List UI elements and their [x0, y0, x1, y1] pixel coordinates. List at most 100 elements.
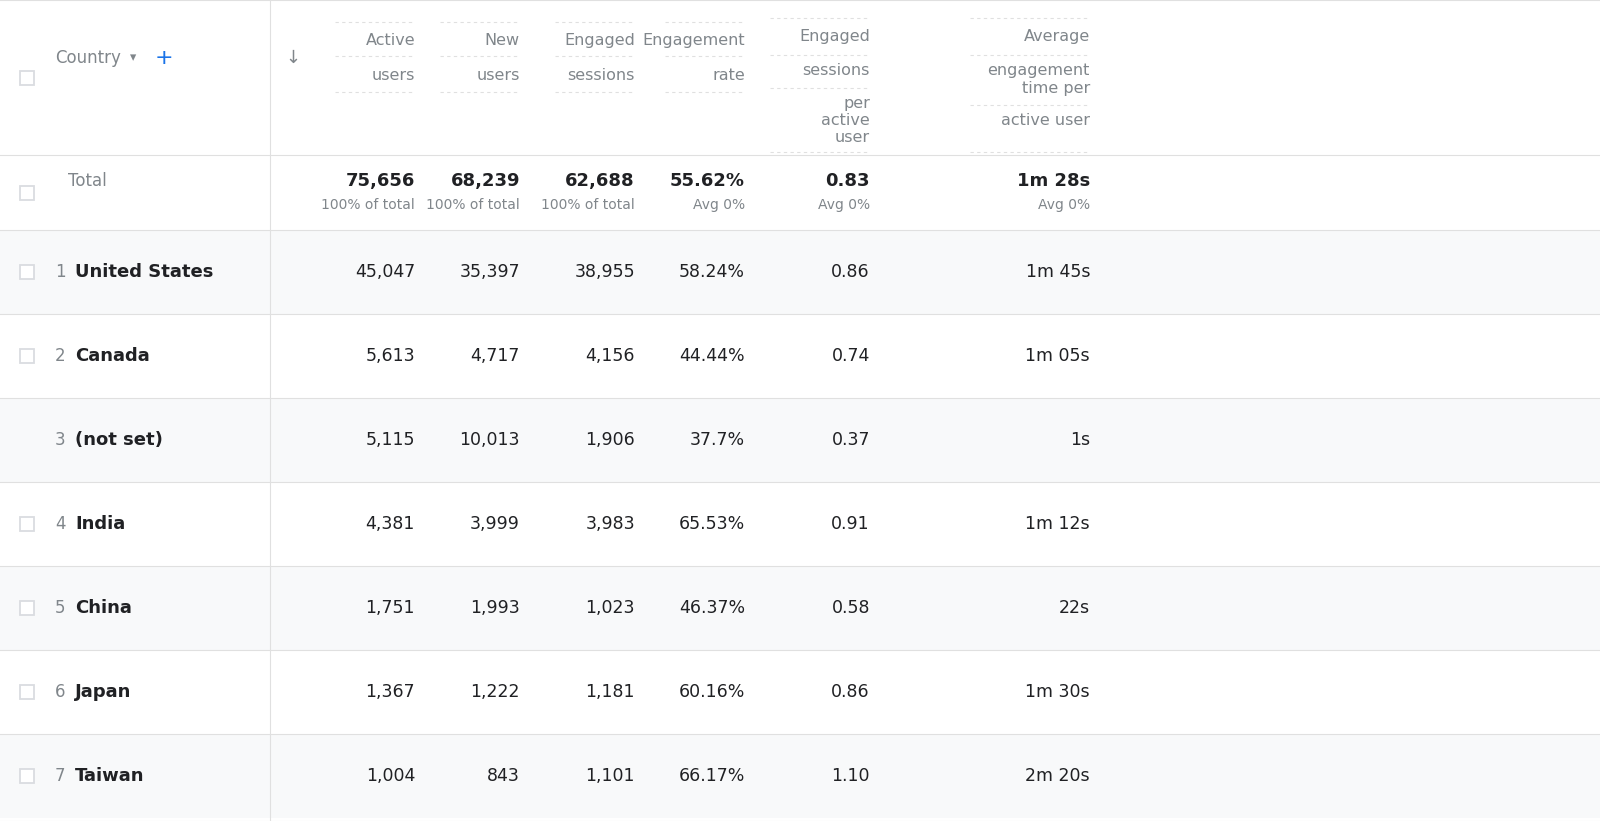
Text: 0.83: 0.83: [826, 172, 870, 190]
Bar: [0, 482, 1600, 566]
Text: 45,047: 45,047: [355, 263, 414, 281]
Text: users: users: [477, 67, 520, 82]
Text: 6: 6: [54, 683, 66, 701]
Text: 1,222: 1,222: [470, 683, 520, 701]
Text: 2: 2: [54, 347, 66, 365]
Text: sessions: sessions: [803, 62, 870, 77]
Text: engagement: engagement: [987, 62, 1090, 77]
Text: 0.74: 0.74: [832, 347, 870, 365]
Text: 4,156: 4,156: [586, 347, 635, 365]
Text: 60.16%: 60.16%: [678, 683, 746, 701]
Text: ↓: ↓: [285, 48, 301, 67]
Text: 1s: 1s: [1070, 431, 1090, 449]
Text: 35,397: 35,397: [459, 263, 520, 281]
Text: 5,613: 5,613: [365, 347, 414, 365]
Text: 1m 28s: 1m 28s: [1016, 172, 1090, 190]
Text: 55.62%: 55.62%: [670, 172, 746, 190]
Text: rate: rate: [712, 67, 746, 82]
Text: 1,181: 1,181: [586, 683, 635, 701]
Text: 46.37%: 46.37%: [678, 599, 746, 617]
Text: 1,004: 1,004: [366, 767, 414, 785]
Text: active user: active user: [1002, 112, 1090, 127]
Text: 66.17%: 66.17%: [678, 767, 746, 785]
Bar: [19, 517, 34, 531]
Text: 3,999: 3,999: [470, 515, 520, 533]
Text: 1m 12s: 1m 12s: [1026, 515, 1090, 533]
Bar: [19, 265, 34, 279]
Text: 0.58: 0.58: [832, 599, 870, 617]
Text: 1,023: 1,023: [586, 599, 635, 617]
Text: Engaged: Engaged: [565, 33, 635, 48]
Text: sessions: sessions: [568, 67, 635, 82]
Bar: [0, 155, 1600, 230]
Text: 1,906: 1,906: [586, 431, 635, 449]
Text: 0.91: 0.91: [832, 515, 870, 533]
Text: 1,101: 1,101: [586, 767, 635, 785]
Text: ▾: ▾: [130, 51, 136, 64]
Text: 65.53%: 65.53%: [678, 515, 746, 533]
Bar: [0, 230, 1600, 314]
Text: Country: Country: [54, 48, 122, 67]
Text: 44.44%: 44.44%: [680, 347, 746, 365]
Text: time per: time per: [1022, 80, 1090, 95]
Text: 1,367: 1,367: [365, 683, 414, 701]
Text: user: user: [835, 130, 870, 144]
Text: 1.10: 1.10: [832, 767, 870, 785]
Text: 5,115: 5,115: [365, 431, 414, 449]
Text: 1,993: 1,993: [470, 599, 520, 617]
Text: 62,688: 62,688: [565, 172, 635, 190]
Text: users: users: [371, 67, 414, 82]
Text: 58.24%: 58.24%: [678, 263, 746, 281]
Text: 1m 05s: 1m 05s: [1026, 347, 1090, 365]
Text: Average: Average: [1024, 29, 1090, 44]
Text: 4,717: 4,717: [470, 347, 520, 365]
Text: 68,239: 68,239: [451, 172, 520, 190]
Text: 7: 7: [54, 767, 66, 785]
Text: 0.86: 0.86: [832, 683, 870, 701]
Text: 3: 3: [54, 431, 66, 449]
Text: 10,013: 10,013: [459, 431, 520, 449]
Bar: [19, 685, 34, 699]
Text: 1: 1: [54, 263, 66, 281]
Text: 4: 4: [54, 515, 66, 533]
Text: Taiwan: Taiwan: [75, 767, 144, 785]
Text: 1,751: 1,751: [365, 599, 414, 617]
Text: 37.7%: 37.7%: [690, 431, 746, 449]
Text: 3,983: 3,983: [586, 515, 635, 533]
Text: Avg 0%: Avg 0%: [1038, 198, 1090, 212]
Text: (not set): (not set): [75, 431, 163, 449]
Text: China: China: [75, 599, 131, 617]
Text: 75,656: 75,656: [346, 172, 414, 190]
Bar: [0, 314, 1600, 398]
Text: New: New: [485, 33, 520, 48]
Text: per: per: [843, 95, 870, 111]
Bar: [0, 398, 1600, 482]
Text: 0.37: 0.37: [832, 431, 870, 449]
Bar: [19, 769, 34, 783]
Text: Avg 0%: Avg 0%: [693, 198, 746, 212]
Text: 100% of total: 100% of total: [322, 198, 414, 212]
Text: +: +: [155, 48, 174, 67]
Text: Canada: Canada: [75, 347, 150, 365]
Text: 5: 5: [54, 599, 66, 617]
Text: 100% of total: 100% of total: [541, 198, 635, 212]
Text: 1m 30s: 1m 30s: [1026, 683, 1090, 701]
Bar: [19, 71, 34, 85]
Text: 22s: 22s: [1059, 599, 1090, 617]
Text: 0.86: 0.86: [832, 263, 870, 281]
Text: active: active: [821, 112, 870, 127]
Text: Active: Active: [365, 33, 414, 48]
Bar: [19, 601, 34, 615]
Text: 38,955: 38,955: [574, 263, 635, 281]
Text: Engaged: Engaged: [798, 29, 870, 44]
Bar: [0, 734, 1600, 818]
Text: Total: Total: [67, 172, 107, 190]
Text: Engagement: Engagement: [642, 33, 746, 48]
Text: 100% of total: 100% of total: [426, 198, 520, 212]
Text: Japan: Japan: [75, 683, 131, 701]
Text: 4,381: 4,381: [366, 515, 414, 533]
Bar: [0, 650, 1600, 734]
Text: Avg 0%: Avg 0%: [818, 198, 870, 212]
Bar: [19, 349, 34, 363]
Text: 843: 843: [486, 767, 520, 785]
